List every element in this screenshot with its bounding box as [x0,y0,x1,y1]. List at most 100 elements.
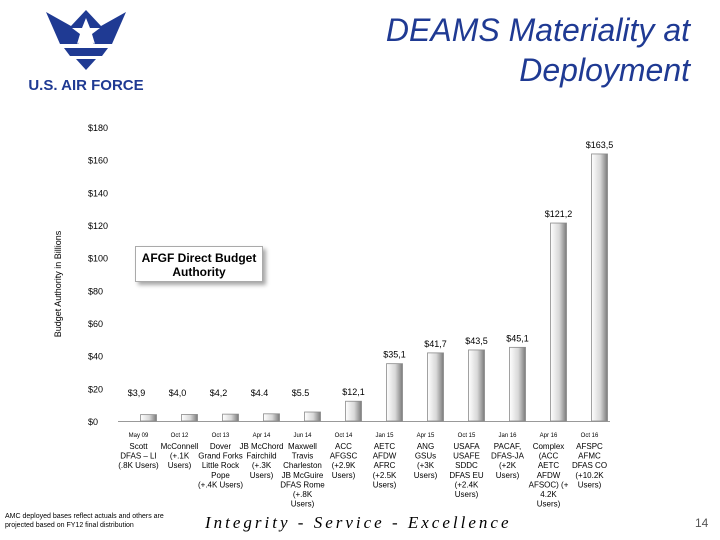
bar [468,349,485,422]
x-tick-description: Pope [211,471,230,480]
bar [386,363,403,422]
bar-value-label: $4.4 [251,388,269,398]
x-tick-description: McConnell [161,442,199,451]
x-tick-date: Oct 12 [171,433,189,439]
x-tick-description: Users) [168,461,192,470]
x-tick-date: Jun 14 [293,433,312,439]
bar [304,411,321,422]
page-number: 14 [695,516,709,530]
bar [509,346,526,422]
bar-value-label: $43,5 [465,336,488,346]
x-tick-description: (+.8K [293,490,313,499]
x-tick-date: Apr 16 [540,433,558,439]
x-tick-description: AETC [538,461,560,470]
bar [427,352,444,422]
y-tick-label: $0 [88,417,98,427]
x-tick-description: (+10.2K [575,471,604,480]
bar-value-label: $121,2 [545,209,573,219]
y-tick-label: $160 [88,156,108,166]
air-force-symbol-icon [46,10,126,70]
y-axis-label: Budget Authority in Billions [53,230,63,337]
y-tick-label: $20 [88,384,103,394]
y-tick-label: $140 [88,188,108,198]
bar-value-label: $4,2 [210,388,228,398]
bar-value-label: $41,7 [424,339,447,349]
bar-value-label: $4,0 [169,388,187,398]
afgf-callout: AFGF Direct Budget Authority [135,246,263,282]
x-tick-description: (+2.9K [332,461,356,470]
x-tick-description: Little Rock [202,461,240,470]
motto: Integrity - Service - Excellence [205,513,512,532]
x-tick-description: Scott [129,442,148,451]
x-tick-description: AFRC [374,461,396,470]
x-tick-description: JB McChord [239,442,283,451]
x-tick-description: DFAS EU [449,471,483,480]
y-tick-label: $60 [88,319,103,329]
y-tick-label: $80 [88,286,103,296]
x-tick-description: Charleston [283,461,322,470]
x-tick-description: DFAS – LI [120,452,156,461]
x-tick-description: JB McGuire [282,471,324,480]
x-tick-description: Maxwell [288,442,317,451]
x-tick-date: Oct 16 [581,433,599,439]
x-tick-description: Travis [292,452,313,461]
x-tick-description: (+3K [417,461,435,470]
x-tick-description: Users) [332,471,356,480]
x-tick-description: SDDC [455,461,478,470]
bar-value-label: $35,1 [383,350,406,360]
x-tick-description: ANG [417,442,434,451]
x-tick-date: Oct 14 [335,433,353,439]
x-tick-description: USAFE [453,452,480,461]
title-line-1: DEAMS Materiality at [385,12,690,48]
x-tick-description: GSUs [415,452,436,461]
x-tick-date: Apr 14 [253,433,271,439]
x-tick-description: (+.3K [252,461,272,470]
bar [263,413,280,422]
x-tick-date: Oct 15 [458,433,476,439]
y-tick-label: $40 [88,352,103,362]
footnote: AMC deployed bases reflect actuals and o… [5,513,164,529]
x-tick-description: (+.4K Users) [198,480,243,489]
x-tick-description: PACAF, [494,442,521,451]
x-tick-date: Apr 15 [417,433,435,439]
x-tick-description: DFAS CO [572,461,607,470]
x-tick-date: Jan 16 [498,433,517,439]
bar-value-label: $45,1 [506,333,529,343]
x-tick-description: Users) [414,471,438,480]
x-tick-description: AFMC [578,452,601,461]
x-tick-description: Fairchild [246,452,276,461]
bar [222,413,239,422]
x-tick-description: ACC [335,442,352,451]
bar [345,400,362,422]
x-tick-description: Complex [533,442,565,451]
x-tick-description: Users) [250,471,274,480]
x-tick-description: Users) [578,480,602,489]
x-tick-description: DFAS-JA [491,452,525,461]
x-tick-description: (.8K Users) [118,461,159,470]
x-tick-description: Users) [291,500,315,509]
x-tick-date: May 09 [129,433,149,439]
x-tick-description: AFGSC [330,452,358,461]
x-tick-description: AFSOC) (+ [529,480,569,489]
bar [591,153,608,422]
y-tick-label: $100 [88,254,108,264]
x-tick-description: Users) [496,471,520,480]
bar-value-label: $12,1 [342,387,365,397]
x-tick-description: (+2.4K [455,480,479,489]
x-tick-description: Users) [537,500,561,509]
x-tick-description: AFDW [373,452,397,461]
x-tick-description: 4.2K [540,490,557,499]
page-title: DEAMS Materiality at Deployment [386,10,690,90]
x-tick-description: DFAS Rome [280,480,325,489]
title-line-2: Deployment [519,52,690,88]
x-tick-description: Grand Forks [198,452,242,461]
x-tick-description: AETC [374,442,396,451]
bar [140,414,157,422]
x-tick-description: Users) [455,490,479,499]
x-tick-description: AFSPC [576,442,603,451]
air-force-logo: U.S. AIR FORCE [28,10,144,94]
bar [550,222,567,422]
x-tick-description: (+2K [499,461,517,470]
x-tick-description: Dover [210,442,232,451]
x-tick-description: Users) [373,480,397,489]
